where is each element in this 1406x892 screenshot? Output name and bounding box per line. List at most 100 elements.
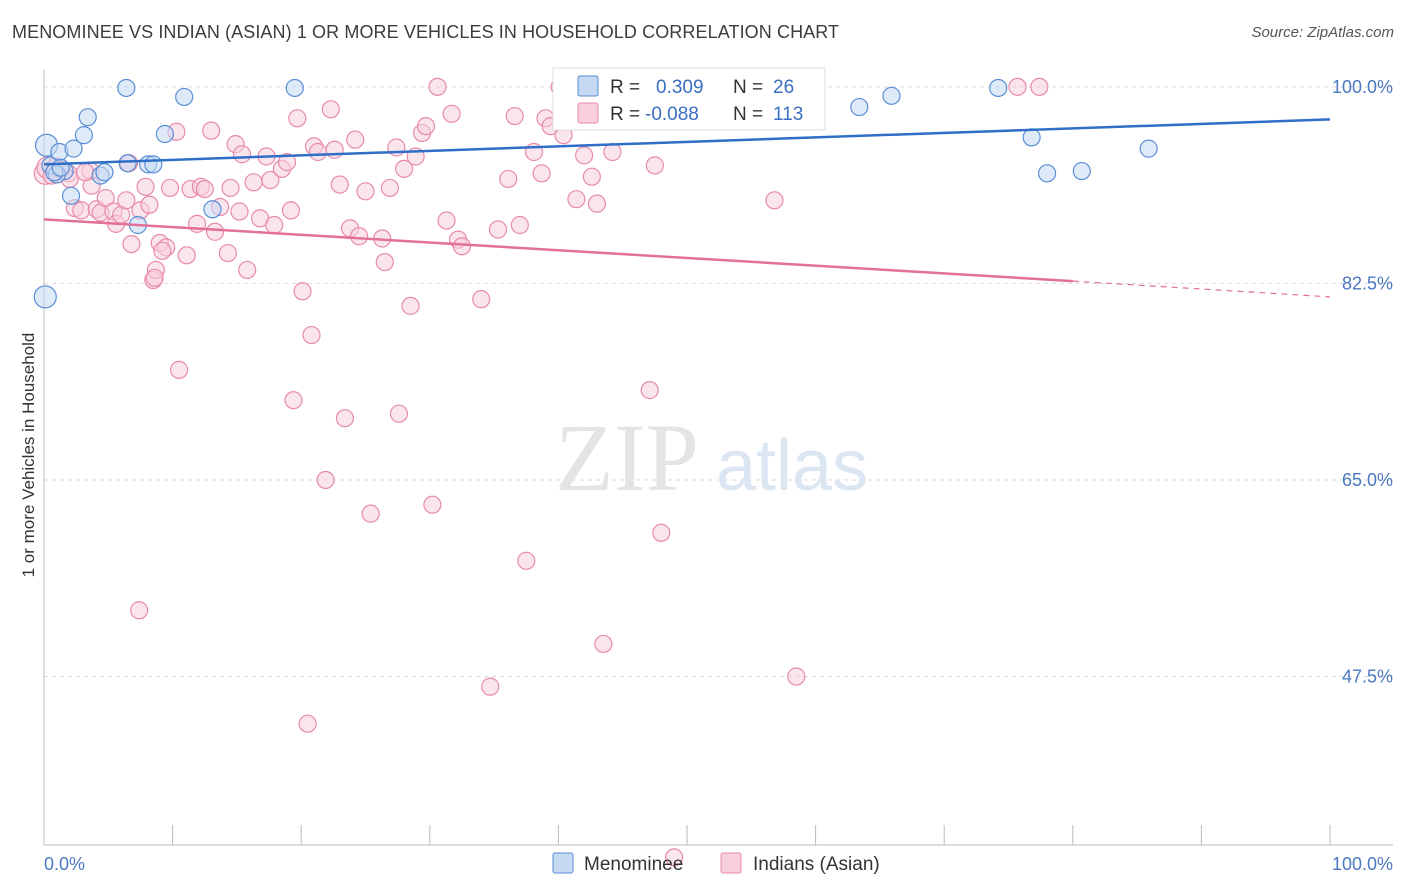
indian-point [594,634,613,654]
menominee-point [155,124,174,144]
indian-point [316,470,335,490]
indian-point [281,201,301,220]
series-indian-points [33,77,1049,867]
indian-point [765,191,784,210]
indian-point [288,109,307,128]
indian-point [72,201,91,220]
y-tick-label: 65.0% [1342,470,1393,490]
menominee-point [1022,128,1041,147]
indian-point [428,77,447,96]
watermark-zip: ZIP [555,404,699,511]
indian-point [346,130,365,149]
y-axis-label: 1 or more Vehicles in Household [19,333,38,578]
indian-point [169,360,189,379]
indian-point [1030,77,1049,96]
y-tick-label: 47.5% [1342,667,1393,687]
menominee-point [1037,164,1057,183]
legend-n-label-2: N = [733,104,763,125]
bottom-legend-label-menominee: Menominee [584,854,683,875]
bottom-legend-swatch-indian [720,852,742,874]
watermark: ZIP atlas [555,404,868,511]
indian-point [136,177,155,196]
legend-swatch-menominee [577,75,599,97]
indian-point [160,178,180,198]
indian-point [302,325,321,345]
grid-lines [44,86,1393,678]
indian-point [356,182,375,201]
indian-point [330,175,349,194]
bottom-legend-label-indian: Indians (Asian) [753,854,880,875]
indian-point [640,381,659,400]
indian-point [76,163,95,182]
indian-point [202,121,221,140]
menominee-point [61,186,81,205]
indian-point [645,156,664,175]
menominee-point [51,158,70,177]
menominee-point [1139,139,1158,158]
indian-point [293,282,312,301]
menominee-point [118,154,137,173]
menominee-point [850,97,869,117]
legend-n-label-1: N = [733,77,763,98]
menominee-point [74,126,93,145]
indian-point [321,100,340,119]
y-tick-labels: 100.0% 82.5% 65.0% 47.5% [1332,77,1393,687]
indian-trend-line [43,218,1073,283]
menominee-point [882,86,901,105]
indian-point [652,523,671,542]
indian-point [122,234,141,254]
x-tick-label-min: 0.0% [44,854,85,874]
menominee-point [78,108,97,127]
indian-point [442,104,461,123]
legend-r-label-1: R = [610,77,640,98]
indian-point [335,409,355,428]
indian-point [298,714,317,733]
indian-point [308,142,328,162]
indian-point [261,170,280,190]
indian-point [130,601,149,620]
indian-point [481,677,500,696]
indian-point [232,145,252,164]
indian-point [575,146,594,165]
indian-point [472,290,491,309]
indian-point [437,211,456,230]
indian-point [177,246,196,265]
indian-point [389,404,409,423]
indian-trend-line-extension [1072,280,1331,298]
indian-point [394,159,414,178]
indian-point [423,495,442,514]
indian-point [517,551,536,570]
legend-r-label-2: R = [610,104,640,125]
indian-point [195,179,214,199]
menominee-point [203,200,222,219]
menominee-point [64,139,83,158]
menominee-point [285,78,304,98]
indian-point [361,504,380,523]
indian-point [205,222,225,241]
indian-point [284,391,303,410]
indian-point [510,215,529,235]
y-tick-label: 100.0% [1332,77,1393,97]
indian-point [277,153,297,172]
legend-swatch-indian [577,102,599,124]
bottom-legend-swatch-menominee [552,852,574,874]
menominee-point [95,163,114,182]
watermark-atlas: atlas [716,426,868,506]
indian-point [488,220,508,239]
indian-point [153,241,172,260]
legend-n-value-1: 26 [773,77,794,98]
axes [43,70,1393,846]
indian-point [375,252,394,272]
x-tick-labels: 0.0% 100.0% [44,854,1393,874]
indian-point [349,227,369,246]
indian-point [401,296,420,315]
indian-point [452,237,472,256]
indian-point [505,106,524,126]
indian-point [380,178,400,198]
menominee-point [144,155,163,174]
menominee-point [1072,161,1091,181]
indian-point [218,243,237,263]
indian-point [230,202,249,221]
indian-point [265,215,284,235]
